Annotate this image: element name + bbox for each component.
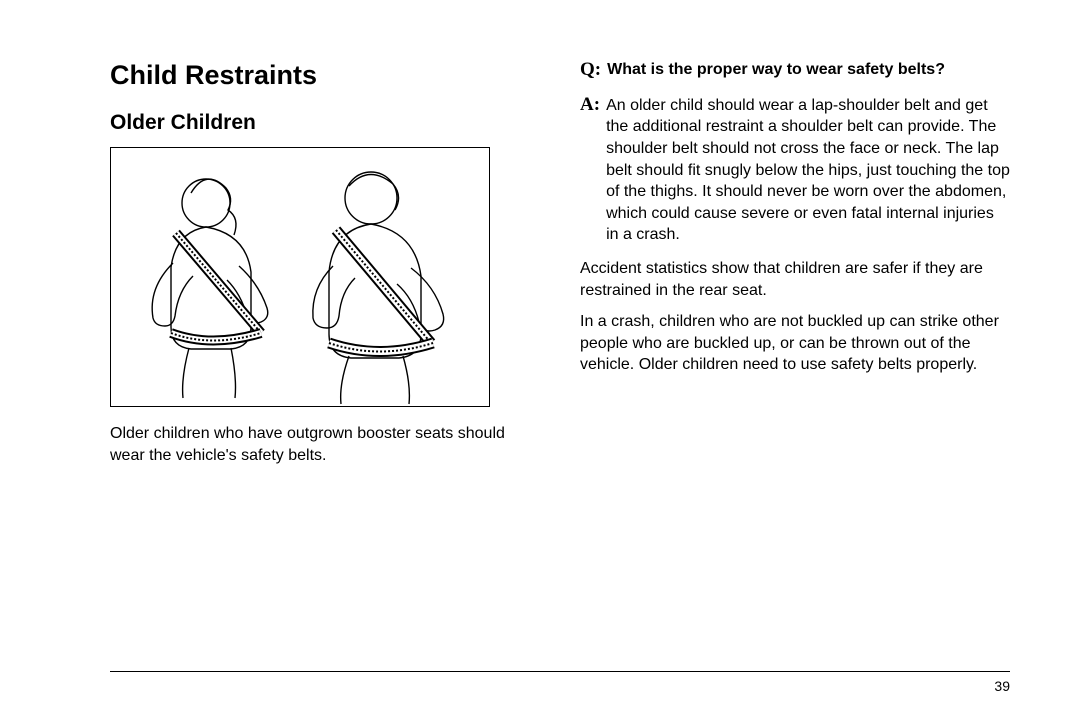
a-label: A: — [580, 95, 600, 246]
paragraph-1: Accident statistics show that children a… — [580, 258, 1010, 301]
left-column: Child Restraints Older Children — [110, 60, 540, 466]
page-columns: Child Restraints Older Children — [110, 60, 1010, 466]
main-heading: Child Restraints — [110, 60, 540, 91]
page-number: 39 — [994, 678, 1010, 694]
right-column: Q: What is the proper way to wear safety… — [580, 60, 1010, 466]
q-text: What is the proper way to wear safety be… — [607, 60, 945, 81]
illustration-caption: Older children who have outgrown booster… — [110, 423, 540, 466]
q-label: Q: — [580, 60, 601, 81]
paragraph-2: In a crash, children who are not buckled… — [580, 311, 1010, 376]
footer-rule — [110, 671, 1010, 672]
sub-heading: Older Children — [110, 111, 540, 135]
seatbelt-line-art-icon — [111, 148, 490, 407]
qa-answer: A: An older child should wear a lap-shou… — [580, 95, 1010, 246]
a-text: An older child should wear a lap-shoulde… — [606, 95, 1010, 246]
children-seatbelt-illustration — [110, 147, 490, 407]
qa-question: Q: What is the proper way to wear safety… — [580, 60, 1010, 81]
